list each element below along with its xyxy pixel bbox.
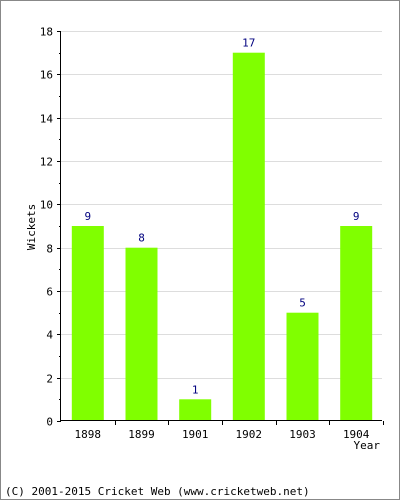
y-tick-label: 12 — [40, 156, 53, 169]
y-tick-label: 4 — [46, 329, 53, 342]
data-label: 9 — [84, 210, 91, 223]
y-tick-label: 14 — [40, 113, 54, 126]
bar — [71, 226, 104, 421]
bar — [125, 247, 158, 421]
x-axis-label: Year — [354, 439, 381, 452]
x-tick-label: 1901 — [182, 428, 209, 441]
x-tick-label: 1899 — [128, 428, 155, 441]
y-tick-label: 2 — [46, 373, 53, 386]
data-label: 17 — [242, 37, 255, 50]
data-label: 1 — [192, 383, 199, 396]
x-tick-label: 1903 — [289, 428, 316, 441]
x-tick-label: 1898 — [75, 428, 102, 441]
y-ticks: 0 2 4 6 8 10 12 14 16 18 — [40, 26, 61, 429]
copyright-footer: (C) 2001-2015 Cricket Web (www.cricketwe… — [5, 485, 310, 498]
y-tick-label: 6 — [46, 286, 53, 299]
y-tick-label: 10 — [40, 199, 53, 212]
data-labels: 9 8 1 17 5 9 — [84, 37, 359, 397]
x-tick-label: 1902 — [236, 428, 263, 441]
bar — [340, 226, 373, 421]
data-label: 8 — [138, 232, 145, 245]
bar — [179, 399, 212, 421]
data-label: 9 — [353, 210, 360, 223]
y-tick-label: 8 — [46, 243, 53, 256]
y-axis-label: Wickets — [25, 204, 38, 250]
y-tick-label: 0 — [46, 416, 53, 429]
gridlines — [61, 31, 382, 379]
bar — [232, 52, 265, 421]
data-label: 5 — [299, 297, 306, 310]
y-tick-label: 16 — [40, 69, 53, 82]
x-tick-label: 1904 — [343, 428, 370, 441]
bars — [71, 52, 373, 421]
y-tick-label: 18 — [40, 26, 53, 39]
bar — [286, 312, 319, 421]
x-ticks: 1898 1899 1901 1902 1903 1904 — [75, 421, 384, 441]
